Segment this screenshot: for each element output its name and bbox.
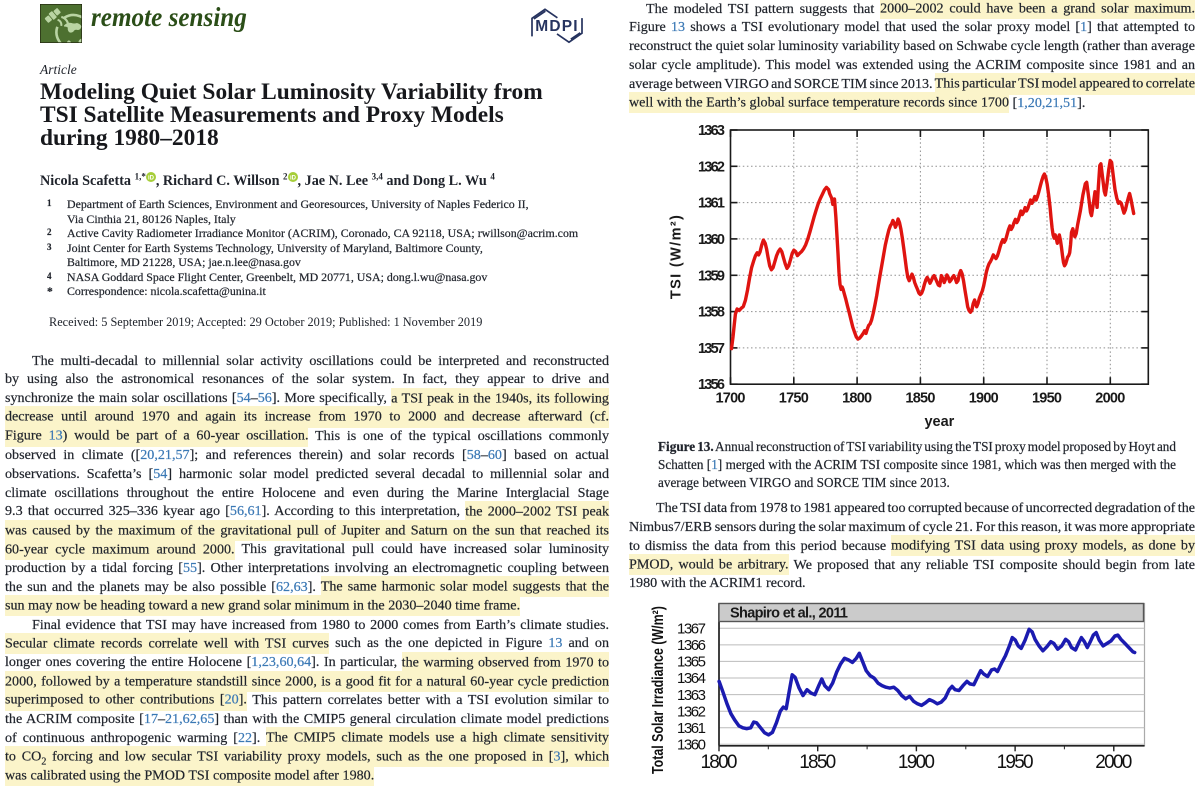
svg-text:Shapiro et al., 2011: Shapiro et al., 2011 — [730, 606, 848, 622]
svg-text:2000: 2000 — [1095, 752, 1132, 773]
svg-text:TSI (W/m²): TSI (W/m²) — [669, 215, 685, 299]
svg-text:1700: 1700 — [716, 391, 746, 407]
svg-text:1362: 1362 — [677, 703, 706, 720]
svg-text:1900: 1900 — [969, 391, 999, 407]
svg-text:1362: 1362 — [698, 159, 725, 175]
svg-text:1366: 1366 — [677, 637, 706, 654]
svg-text:1363: 1363 — [698, 123, 725, 139]
svg-text:1750: 1750 — [779, 391, 809, 407]
svg-text:1365: 1365 — [677, 654, 706, 671]
svg-text:1950: 1950 — [997, 752, 1034, 773]
svg-text:1800: 1800 — [842, 391, 872, 407]
svg-text:1361: 1361 — [677, 720, 706, 737]
svg-text:1360: 1360 — [698, 232, 725, 248]
svg-text:1359: 1359 — [698, 268, 725, 284]
svg-text:1363: 1363 — [677, 687, 706, 704]
svg-text:iD: iD — [148, 175, 155, 181]
svg-text:2000: 2000 — [1095, 391, 1125, 407]
svg-text:1356: 1356 — [698, 377, 725, 393]
svg-text:1850: 1850 — [799, 752, 836, 773]
svg-text:year: year — [924, 414, 954, 430]
svg-text:1850: 1850 — [905, 391, 935, 407]
svg-text:1360: 1360 — [677, 737, 706, 754]
svg-text:1900: 1900 — [898, 752, 935, 773]
svg-text:1361: 1361 — [698, 196, 725, 212]
svg-text:1367: 1367 — [677, 621, 706, 638]
svg-text:MDPI: MDPI — [535, 18, 579, 35]
svg-text:1950: 1950 — [1032, 391, 1062, 407]
svg-text:1358: 1358 — [698, 305, 725, 321]
svg-text:1364: 1364 — [677, 670, 706, 687]
svg-text:1357: 1357 — [698, 341, 725, 357]
svg-text:iD: iD — [290, 175, 297, 181]
svg-text:1800: 1800 — [701, 752, 738, 773]
